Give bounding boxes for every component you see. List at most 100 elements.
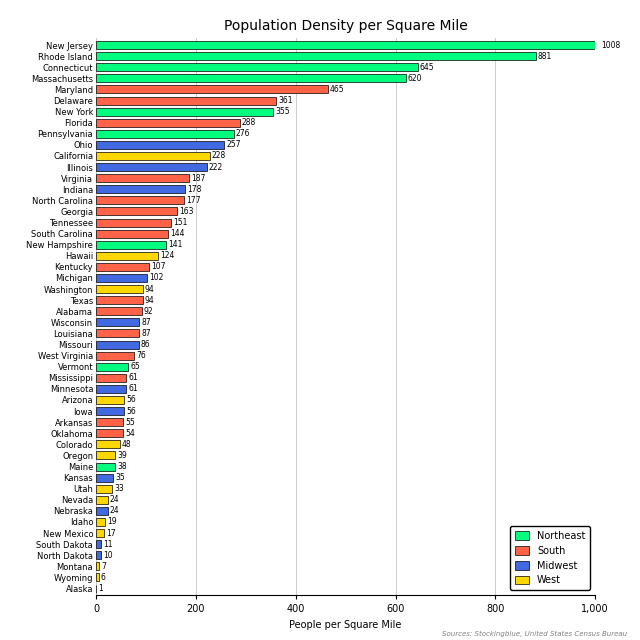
Text: 187: 187 (191, 173, 205, 182)
Text: 177: 177 (186, 196, 201, 205)
Bar (96, 496, 108, 504)
Bar (96, 318, 140, 326)
Bar (96, 274, 147, 282)
Text: 19: 19 (108, 518, 117, 527)
Text: 361: 361 (278, 96, 292, 105)
Text: 276: 276 (236, 129, 250, 138)
Text: 178: 178 (187, 185, 201, 194)
Text: 61: 61 (129, 373, 138, 382)
Bar (96, 85, 328, 93)
Bar (96, 163, 207, 171)
Text: 35: 35 (115, 473, 125, 482)
Legend: Northeast, South, Midwest, West: Northeast, South, Midwest, West (510, 526, 590, 590)
Text: 107: 107 (152, 262, 166, 271)
Text: 24: 24 (110, 495, 120, 504)
Bar (96, 97, 276, 104)
Text: 94: 94 (145, 296, 155, 305)
Bar (96, 529, 104, 537)
Text: 881: 881 (538, 52, 552, 61)
X-axis label: People per Square Mile: People per Square Mile (289, 620, 402, 630)
Bar (96, 285, 143, 293)
Text: 38: 38 (117, 462, 127, 471)
Bar (96, 218, 172, 227)
Bar (96, 307, 142, 316)
Bar (96, 74, 406, 83)
Text: 645: 645 (420, 63, 435, 72)
Text: 124: 124 (160, 252, 174, 260)
Text: 87: 87 (141, 318, 151, 327)
Text: 56: 56 (126, 396, 136, 404)
Text: 465: 465 (330, 85, 345, 94)
Text: 65: 65 (131, 362, 140, 371)
Bar (96, 351, 134, 360)
Text: 141: 141 (168, 240, 183, 249)
Text: 94: 94 (145, 285, 155, 294)
Text: 48: 48 (122, 440, 132, 449)
Text: 92: 92 (144, 307, 154, 316)
Bar (96, 429, 123, 437)
Bar (96, 507, 108, 515)
Bar (96, 463, 115, 470)
Bar (96, 563, 99, 570)
Text: 56: 56 (126, 406, 136, 415)
Bar (96, 573, 99, 582)
Bar (96, 141, 224, 149)
Bar (96, 263, 149, 271)
Bar (96, 230, 168, 237)
Text: 288: 288 (242, 118, 256, 127)
Bar (96, 407, 124, 415)
Text: 86: 86 (141, 340, 150, 349)
Text: 7: 7 (102, 562, 106, 571)
Bar (96, 363, 129, 371)
Text: 61: 61 (129, 385, 138, 394)
Text: 55: 55 (125, 418, 135, 427)
Bar (96, 418, 124, 426)
Text: 1008: 1008 (601, 40, 620, 49)
Bar (96, 540, 102, 548)
Text: 87: 87 (141, 329, 151, 338)
Bar (96, 474, 113, 482)
Bar (96, 296, 143, 304)
Text: Sources: Stockingblue, United States Census Bureau: Sources: Stockingblue, United States Cen… (442, 630, 627, 637)
Text: 151: 151 (173, 218, 188, 227)
Bar (96, 63, 418, 71)
Bar (96, 130, 234, 138)
Bar (96, 252, 158, 260)
Text: 163: 163 (179, 207, 194, 216)
Text: 11: 11 (104, 540, 113, 548)
Title: Population Density per Square Mile: Population Density per Square Mile (224, 19, 467, 33)
Bar (96, 396, 124, 404)
Bar (96, 152, 210, 160)
Bar (96, 440, 120, 449)
Text: 6: 6 (101, 573, 106, 582)
Text: 222: 222 (209, 163, 223, 172)
Bar (96, 52, 536, 60)
Bar (96, 451, 115, 460)
Bar (96, 484, 113, 493)
Text: 355: 355 (275, 107, 290, 116)
Bar (96, 518, 106, 526)
Bar (96, 340, 139, 349)
Bar (96, 185, 185, 193)
Text: 620: 620 (408, 74, 422, 83)
Bar (96, 330, 140, 337)
Bar (96, 385, 127, 393)
Bar (96, 207, 177, 216)
Bar (96, 174, 189, 182)
Text: 144: 144 (170, 229, 184, 238)
Bar (96, 118, 240, 127)
Text: 24: 24 (110, 506, 120, 515)
Text: 10: 10 (103, 551, 113, 560)
Bar (96, 374, 127, 382)
Text: 33: 33 (115, 484, 124, 493)
Text: 102: 102 (149, 273, 163, 282)
Bar (96, 241, 166, 249)
Bar (96, 551, 101, 559)
Text: 257: 257 (227, 140, 241, 149)
Bar (96, 108, 273, 116)
Bar (96, 41, 599, 49)
Text: 228: 228 (212, 152, 226, 161)
Text: 54: 54 (125, 429, 134, 438)
Text: 76: 76 (136, 351, 146, 360)
Text: 17: 17 (106, 529, 116, 538)
